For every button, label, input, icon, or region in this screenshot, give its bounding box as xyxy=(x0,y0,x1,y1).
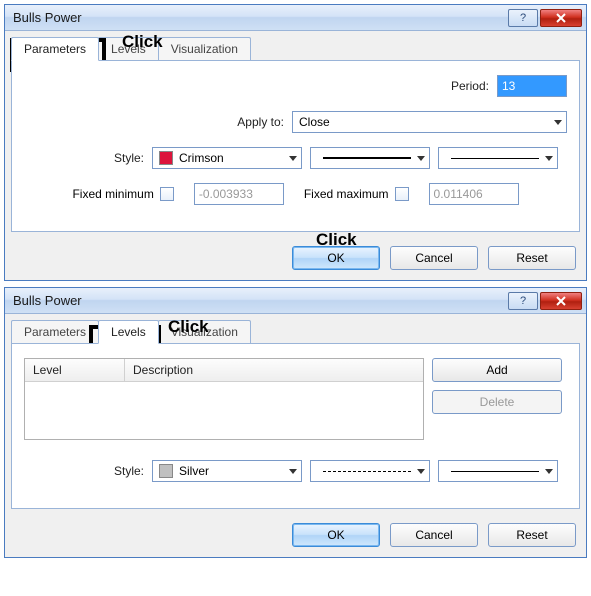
row-style: Style: Silver xyxy=(24,460,567,482)
dialog-bulls-power-levels: Bulls Power ? Parameters Levels Visualiz… xyxy=(4,287,587,558)
delete-button[interactable]: Delete xyxy=(432,390,562,414)
fixed-maximum-check[interactable]: Fixed maximum xyxy=(304,187,409,201)
ok-button[interactable]: OK xyxy=(292,523,380,547)
checkbox-icon xyxy=(395,187,409,201)
label-fixed-max: Fixed maximum xyxy=(304,187,389,201)
chevron-down-icon xyxy=(545,156,553,161)
label-apply-to: Apply to: xyxy=(24,115,284,129)
color-swatch-icon xyxy=(159,151,173,165)
close-button[interactable] xyxy=(540,9,582,27)
help-button[interactable]: ? xyxy=(508,9,538,27)
levels-side-buttons: Add Delete xyxy=(432,358,562,414)
style-color-select[interactable]: Crimson xyxy=(152,147,302,169)
window-controls: ? xyxy=(508,9,582,27)
style-width-select[interactable] xyxy=(438,147,558,169)
dialog-buttons: OK Cancel Reset xyxy=(5,238,586,280)
titlebar: Bulls Power ? xyxy=(5,5,586,31)
row-levels-list: Level Description Add Delete xyxy=(24,358,567,440)
style-width-select[interactable] xyxy=(438,460,558,482)
list-header: Level Description xyxy=(25,359,423,382)
row-apply-to: Apply to: Close xyxy=(24,111,567,133)
fixed-min-input[interactable] xyxy=(194,183,284,205)
line-style-icon xyxy=(323,157,411,159)
cancel-button[interactable]: Cancel xyxy=(390,246,478,270)
line-style-icon xyxy=(323,471,411,472)
tab-visualization[interactable]: Visualization xyxy=(158,37,251,60)
apply-to-value: Close xyxy=(299,115,330,129)
col-description[interactable]: Description xyxy=(125,359,423,381)
tab-levels[interactable]: Levels xyxy=(98,37,159,60)
reset-button[interactable]: Reset xyxy=(488,246,576,270)
add-button[interactable]: Add xyxy=(432,358,562,382)
cancel-button[interactable]: Cancel xyxy=(390,523,478,547)
chevron-down-icon xyxy=(554,120,562,125)
color-swatch-icon xyxy=(159,464,173,478)
fixed-max-input[interactable] xyxy=(429,183,519,205)
label-style: Style: xyxy=(24,151,144,165)
checkbox-icon xyxy=(160,187,174,201)
chevron-down-icon xyxy=(545,469,553,474)
label-period: Period: xyxy=(451,79,489,93)
dialog-bulls-power-parameters: Bulls Power ? Parameters Levels Visualiz… xyxy=(4,4,587,281)
style-color-name: Silver xyxy=(179,464,209,478)
window-controls: ? xyxy=(508,292,582,310)
tabs: Parameters Levels Visualization xyxy=(5,314,586,343)
titlebar: Bulls Power ? xyxy=(5,288,586,314)
row-style: Style: Crimson xyxy=(24,147,567,169)
line-width-icon xyxy=(451,158,539,159)
levels-panel: Level Description Add Delete Style: Silv… xyxy=(11,343,580,509)
apply-to-select[interactable]: Close xyxy=(292,111,567,133)
fixed-minimum-check[interactable]: Fixed minimum xyxy=(72,187,173,201)
period-input[interactable] xyxy=(497,75,567,97)
chevron-down-icon xyxy=(417,156,425,161)
style-color-name: Crimson xyxy=(179,151,224,165)
label-fixed-min: Fixed minimum xyxy=(72,187,153,201)
chevron-down-icon xyxy=(417,469,425,474)
style-color-select[interactable]: Silver xyxy=(152,460,302,482)
col-level[interactable]: Level xyxy=(25,359,125,381)
window-title: Bulls Power xyxy=(13,10,82,25)
tab-levels[interactable]: Levels xyxy=(98,320,159,344)
tab-parameters[interactable]: Parameters xyxy=(11,320,99,343)
reset-button[interactable]: Reset xyxy=(488,523,576,547)
row-fixed: Fixed minimum Fixed maximum xyxy=(24,183,567,205)
chevron-down-icon xyxy=(289,156,297,161)
tabs: Parameters Levels Visualization xyxy=(5,31,586,60)
dialog-buttons: OK Cancel Reset xyxy=(5,515,586,557)
tab-visualization[interactable]: Visualization xyxy=(158,320,251,343)
window-title: Bulls Power xyxy=(13,293,82,308)
ok-button[interactable]: OK xyxy=(292,246,380,270)
levels-list[interactable]: Level Description xyxy=(24,358,424,440)
close-button[interactable] xyxy=(540,292,582,310)
help-button[interactable]: ? xyxy=(508,292,538,310)
tutorial-composite: Bulls Power ? Parameters Levels Visualiz… xyxy=(4,4,587,558)
line-width-icon xyxy=(451,471,539,472)
style-line-select[interactable] xyxy=(310,147,430,169)
chevron-down-icon xyxy=(289,469,297,474)
parameters-panel: Period: Apply to: Close Style: Crimson xyxy=(11,60,580,232)
style-line-select[interactable] xyxy=(310,460,430,482)
row-period: Period: xyxy=(24,75,567,97)
tab-parameters[interactable]: Parameters xyxy=(11,37,99,61)
label-style: Style: xyxy=(24,464,144,478)
